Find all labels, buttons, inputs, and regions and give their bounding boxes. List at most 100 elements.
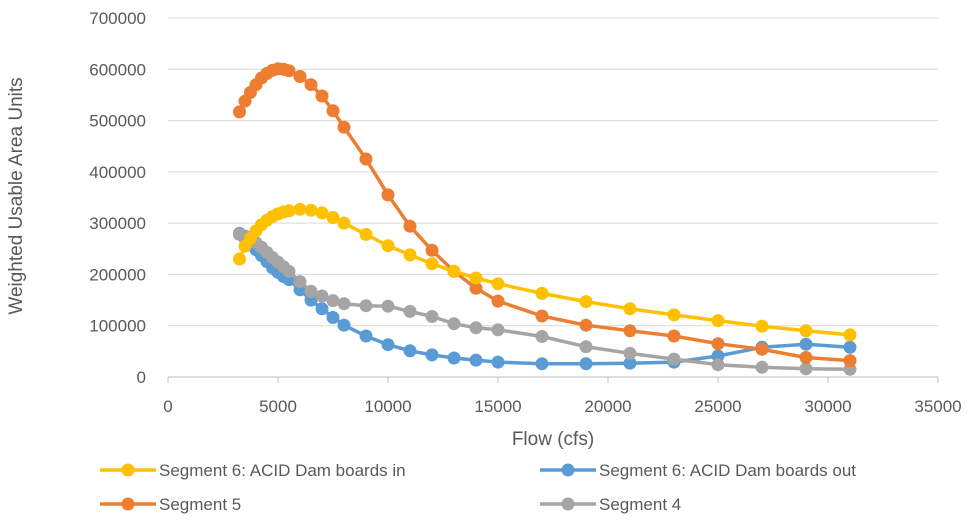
data-point (293, 202, 307, 216)
data-point (755, 342, 769, 356)
y-tick-labels: 0 100000 200000 300000 400000 500000 600000 700… (89, 9, 146, 387)
y-tick-label: 300000 (89, 214, 146, 233)
data-point (667, 329, 681, 343)
data-point (623, 346, 637, 360)
data-point (711, 358, 725, 372)
data-point (579, 340, 593, 354)
y-axis-title: Weighted Usable Area Units (6, 77, 27, 314)
legend-marker (561, 497, 575, 511)
data-point (491, 277, 505, 291)
data-point (491, 323, 505, 337)
data-point (315, 289, 329, 303)
x-tick-label: 20000 (584, 397, 631, 416)
data-point (381, 338, 395, 352)
data-point (337, 120, 351, 134)
y-tick-label: 200000 (89, 265, 146, 284)
data-point (711, 314, 725, 328)
legend-marker (121, 463, 135, 477)
plot-area (233, 62, 857, 376)
data-point (843, 354, 857, 368)
legend-label: Segment 5 (159, 495, 241, 514)
data-point (425, 310, 439, 323)
data-point (337, 297, 351, 311)
legend-item: Segment 4 (540, 495, 681, 514)
data-point (326, 211, 340, 224)
x-tick-label: 5000 (259, 397, 297, 416)
data-point (293, 275, 307, 289)
data-point (447, 317, 461, 331)
legend-item: Segment 5 (100, 495, 241, 514)
data-point (535, 330, 549, 343)
data-point (403, 304, 417, 318)
y-tick-label: 400000 (89, 163, 146, 182)
legend-label: Segment 4 (599, 495, 681, 514)
x-axis-title: Flow (cfs) (512, 429, 594, 450)
gridlines (168, 17, 938, 327)
data-point (304, 203, 318, 217)
data-point (469, 271, 483, 285)
data-point (623, 356, 637, 370)
data-point (711, 337, 725, 351)
data-point (799, 337, 813, 351)
y-tick-label: 100000 (89, 317, 146, 336)
data-point (326, 104, 340, 118)
data-point (579, 318, 593, 332)
y-tick-label: 500000 (89, 112, 146, 131)
data-point (304, 284, 318, 298)
data-point (425, 243, 439, 257)
data-point (233, 252, 246, 266)
data-point (403, 344, 417, 358)
data-point (535, 286, 549, 300)
data-point (425, 257, 439, 271)
legend-marker (121, 497, 135, 511)
data-point (337, 318, 351, 332)
x-tick-label: 25000 (694, 397, 741, 416)
data-point (315, 206, 329, 220)
data-point (535, 309, 549, 323)
data-point (359, 227, 373, 241)
data-point (282, 264, 296, 278)
y-tick-label: 700000 (89, 9, 146, 28)
data-point (359, 299, 373, 313)
data-point (315, 302, 329, 316)
data-point (667, 352, 681, 366)
data-point (755, 319, 769, 333)
x-tick-labels: 0 5000 10000 15000 20000 25000 30000 35000 (163, 397, 961, 416)
x-tick-label: 15000 (474, 397, 521, 416)
data-point (359, 152, 373, 166)
data-point (535, 357, 549, 371)
data-point (447, 264, 461, 278)
data-point (667, 308, 681, 322)
data-point (282, 64, 296, 78)
data-point (843, 340, 857, 354)
x-tick-label: 0 (163, 397, 172, 416)
data-point (469, 353, 483, 367)
data-point (843, 328, 857, 342)
data-point (447, 351, 461, 365)
y-tick-label: 600000 (89, 60, 146, 79)
legend-item: Segment 6: ACID Dam boards in (100, 461, 406, 480)
data-point (326, 294, 340, 308)
x-tick-label: 35000 (914, 397, 961, 416)
data-point (403, 248, 417, 262)
legend: Segment 6: ACID Dam boards in Segment 6: … (100, 461, 856, 514)
data-point (799, 362, 813, 376)
data-point (315, 89, 329, 103)
legend-label: Segment 6: ACID Dam boards out (599, 461, 856, 480)
data-point (799, 351, 813, 364)
data-point (623, 302, 637, 316)
series-4 (233, 227, 857, 376)
data-point (469, 321, 483, 335)
data-point (755, 360, 769, 374)
data-point (491, 294, 505, 308)
data-point (381, 188, 395, 202)
data-point (233, 105, 246, 119)
data-point (799, 324, 813, 338)
data-point (469, 281, 483, 295)
data-point (381, 299, 395, 313)
legend-marker (561, 463, 575, 477)
data-point (381, 239, 395, 253)
series-3 (233, 62, 857, 368)
legend-item: Segment 6: ACID Dam boards out (540, 461, 856, 480)
